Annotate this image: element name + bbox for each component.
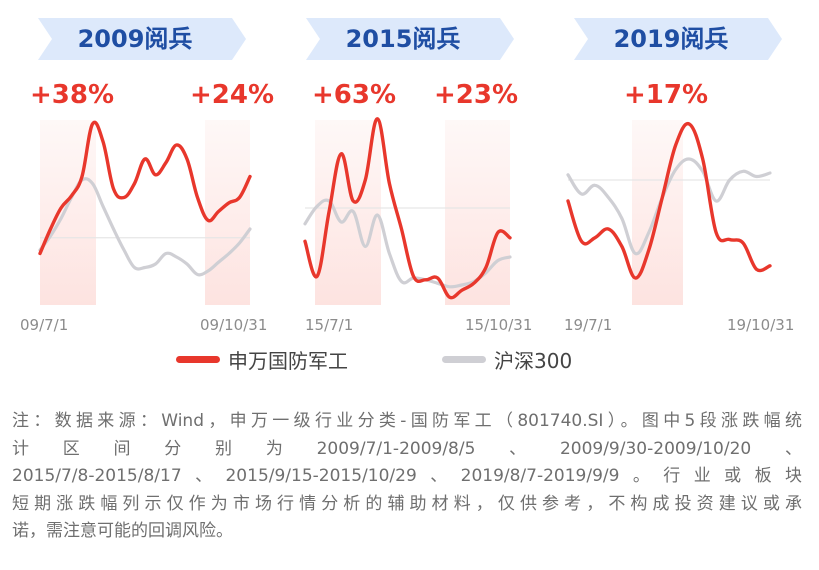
defense-line-2 bbox=[566, 121, 772, 280]
x-end-2019: 19/10/31 bbox=[727, 316, 795, 334]
csi300-line-2 bbox=[566, 157, 772, 256]
legend-swatch-defense bbox=[176, 355, 220, 363]
panel-1-plot bbox=[303, 117, 512, 305]
chart-area bbox=[38, 117, 772, 305]
x-end-2009: 09/10/31 bbox=[200, 316, 268, 334]
panel-title-2019: 2019阅兵 bbox=[560, 18, 782, 60]
x-start-2009: 09/7/1 bbox=[20, 316, 69, 334]
footnote-line-3: 2015/7/8-2015/8/17、2015/9/15-2015/10/29、… bbox=[12, 466, 802, 486]
panel-2-plot bbox=[566, 120, 772, 305]
footnote-line-4: 短期涨跌幅列示仅作为市场行情分析的辅助材料，仅供参考，不构成投资建议或承 bbox=[12, 493, 802, 514]
legend-label-defense: 申万国防军工 bbox=[228, 348, 348, 373]
legend-label-csi300: 沪深300 bbox=[494, 348, 573, 373]
x-start-2019: 19/7/1 bbox=[564, 316, 613, 334]
legend-item-defense: 申万国防军工 bbox=[176, 344, 348, 374]
defense-line-0 bbox=[38, 120, 252, 256]
pct-2019-left: +17% bbox=[624, 80, 709, 110]
footnote-line-2: 计区间分别为2009/7/1-2009/8/5、2009/9/30-2009/1… bbox=[12, 438, 802, 459]
panel-title-2015: 2015阅兵 bbox=[292, 18, 514, 60]
pct-2009-left: +38% bbox=[30, 80, 115, 110]
footnote: 注：数据来源：Wind，申万一级行业分类-国防军工（801740.SI）。图中5… bbox=[12, 408, 802, 546]
x-end-2015: 15/10/31 bbox=[465, 316, 533, 334]
panel-title-2019-text: 2019阅兵 bbox=[613, 25, 729, 53]
legend-swatch-csi300 bbox=[442, 355, 486, 363]
pct-2009-right: +24% bbox=[190, 80, 275, 110]
highlight-band-0-1 bbox=[205, 120, 250, 305]
pct-2015-left: +63% bbox=[312, 80, 397, 110]
panel-title-2009: 2009阅兵 bbox=[24, 18, 246, 60]
x-start-2015: 15/7/1 bbox=[305, 316, 354, 334]
panel-0-plot bbox=[38, 120, 252, 305]
panel-title-2009-text: 2009阅兵 bbox=[77, 25, 193, 53]
highlight-band-1-1 bbox=[445, 120, 510, 305]
panel-title-2015-text: 2015阅兵 bbox=[345, 25, 461, 53]
legend-item-csi300: 沪深300 bbox=[442, 344, 572, 374]
footnote-line-1: 注：数据来源：Wind，申万一级行业分类-国防军工（801740.SI）。图中5… bbox=[12, 411, 802, 431]
pct-2015-right: +23% bbox=[434, 80, 519, 110]
footnote-line-5: 诺，需注意可能的回调风险。 bbox=[12, 521, 233, 541]
defense-line-1 bbox=[303, 117, 512, 300]
